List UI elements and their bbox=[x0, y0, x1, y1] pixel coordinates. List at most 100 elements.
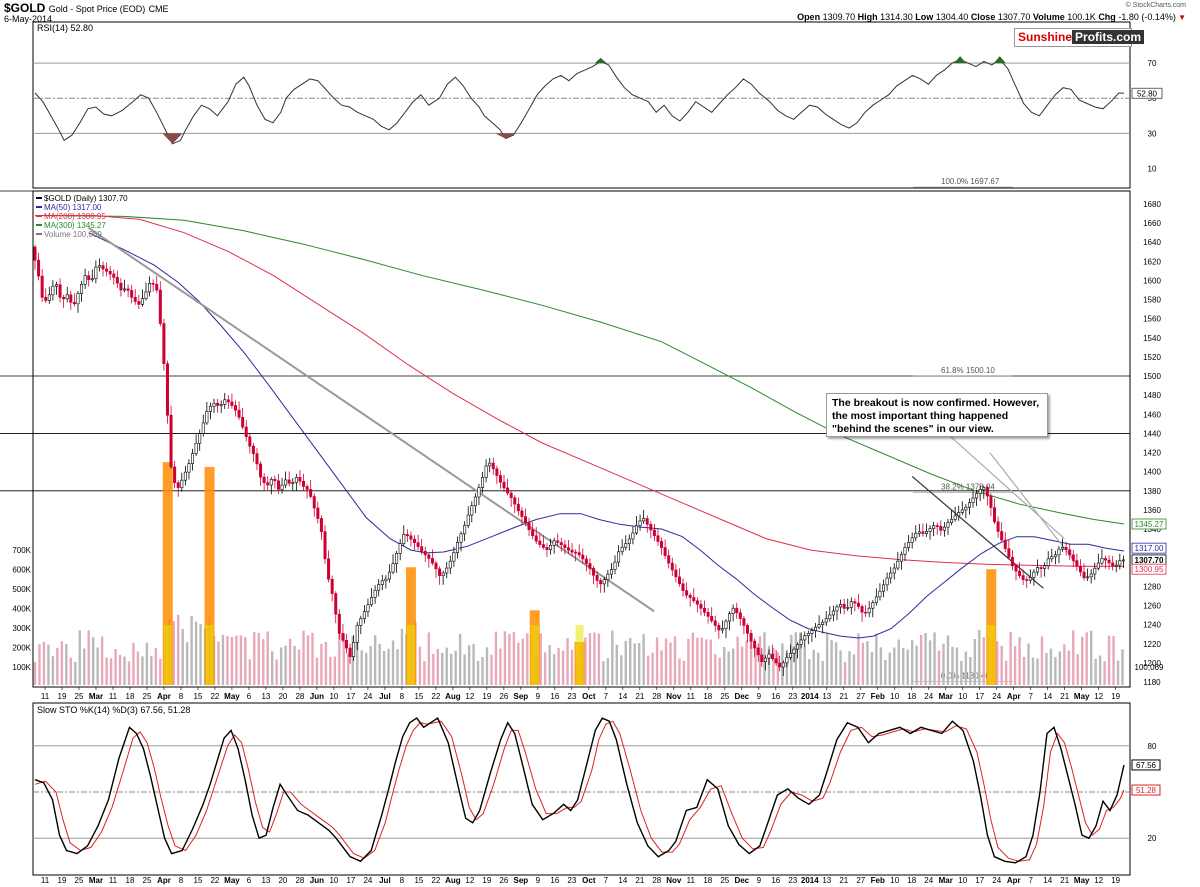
volume-bar bbox=[123, 656, 126, 685]
candle-body bbox=[319, 518, 323, 533]
price-xtick-27: 26 bbox=[499, 692, 508, 701]
volume-bar bbox=[105, 657, 108, 685]
candle-body bbox=[430, 558, 434, 564]
candle-body bbox=[341, 633, 345, 641]
volume-bar bbox=[279, 647, 283, 685]
candle-body bbox=[105, 268, 109, 272]
sto-xtick-51: 18 bbox=[907, 876, 916, 885]
annotation-callout: The breakout is now confirmed. However, … bbox=[826, 393, 1048, 437]
volume-bar bbox=[499, 648, 502, 685]
candle-body bbox=[602, 579, 606, 585]
candle-body bbox=[44, 297, 48, 301]
candle-body bbox=[831, 610, 835, 616]
open-label: Open bbox=[797, 12, 821, 22]
price-xtick-46: 13 bbox=[822, 692, 831, 701]
volume-bar bbox=[177, 614, 180, 685]
sto-xtick-19: 24 bbox=[363, 876, 372, 885]
candle-body bbox=[391, 563, 395, 573]
candle-body bbox=[387, 571, 391, 580]
candle-body bbox=[463, 525, 467, 535]
volume-bar bbox=[1103, 661, 1106, 685]
sto-xtick-35: 21 bbox=[635, 876, 644, 885]
candle-body bbox=[169, 414, 173, 468]
candle-body bbox=[738, 612, 742, 619]
volume-bar bbox=[485, 647, 489, 685]
price-tick-1340: 1340 bbox=[1143, 525, 1161, 534]
volume-bar bbox=[964, 651, 968, 685]
volume-bar bbox=[960, 660, 963, 685]
candle-body bbox=[1068, 549, 1072, 556]
candle-body bbox=[348, 647, 352, 657]
candle-body bbox=[1086, 576, 1090, 579]
candle-body bbox=[1093, 567, 1097, 575]
price-tick-1580: 1580 bbox=[1143, 296, 1161, 305]
sto-xtick-42: 9 bbox=[757, 876, 762, 885]
trendline-0 bbox=[88, 227, 655, 613]
price-xtick-53: Mar bbox=[939, 692, 953, 701]
candle-body bbox=[652, 529, 656, 537]
volume-bar bbox=[723, 646, 726, 685]
candle-body bbox=[294, 477, 298, 483]
sto-xtick-43: 16 bbox=[771, 876, 780, 885]
candle-body bbox=[1100, 558, 1104, 564]
candle-body bbox=[928, 528, 932, 532]
volume-bar bbox=[1036, 658, 1039, 685]
candle-body bbox=[924, 531, 928, 534]
candle-body bbox=[824, 618, 828, 623]
ma300-line bbox=[34, 215, 1125, 525]
candle-body bbox=[273, 479, 277, 482]
candle-body bbox=[269, 479, 273, 486]
price-xtick-12: 6 bbox=[247, 692, 252, 701]
candle-body bbox=[1039, 567, 1043, 569]
candle-body bbox=[846, 607, 850, 609]
volume-bar bbox=[87, 630, 90, 685]
volume-bar bbox=[360, 650, 363, 685]
volume-bar bbox=[266, 631, 269, 685]
candle-body bbox=[130, 290, 134, 298]
sto-frame bbox=[32, 702, 1131, 876]
volume-bar bbox=[172, 621, 175, 685]
candle-body bbox=[194, 442, 198, 454]
candle-body bbox=[477, 487, 481, 498]
volume-tick-1: 200K bbox=[12, 644, 31, 653]
volume-bar bbox=[709, 639, 712, 685]
ohlc-readout: Open 1309.70 High 1314.30 Low 1304.40 Cl… bbox=[797, 12, 1186, 22]
sunshine-profits-logo: Sunshine Profits.com bbox=[1014, 28, 1145, 47]
volume-bar bbox=[239, 635, 243, 685]
candle-body bbox=[51, 285, 55, 296]
sto-xtick-13: 13 bbox=[261, 876, 270, 885]
volume-bar bbox=[570, 649, 574, 685]
highlight-volume-3 bbox=[530, 625, 539, 685]
volume-bar bbox=[548, 645, 551, 685]
candle-body bbox=[481, 477, 485, 488]
right-label-box-0 bbox=[1131, 518, 1167, 530]
candle-body bbox=[563, 544, 567, 548]
price-xtick-41: Dec bbox=[734, 692, 749, 701]
legend-entry-2: MA(200) 1300.95 bbox=[44, 212, 106, 221]
price-xtick-43: 16 bbox=[771, 692, 780, 701]
volume-bar bbox=[118, 654, 122, 685]
ma200-line bbox=[35, 215, 1125, 567]
candle-body bbox=[520, 510, 524, 517]
price-xtick-4: 11 bbox=[109, 692, 118, 701]
candle-body bbox=[763, 657, 767, 663]
volume-bar bbox=[1049, 648, 1053, 685]
candle-body bbox=[97, 265, 101, 268]
price-xtick-58: 7 bbox=[1028, 692, 1033, 701]
candle-body bbox=[484, 465, 488, 478]
candle-body bbox=[280, 484, 284, 490]
candle-body bbox=[398, 543, 402, 554]
fib-label-1: 61.8% 1500.10 bbox=[941, 366, 995, 375]
volume-bar bbox=[942, 643, 945, 685]
price-tick-1520: 1520 bbox=[1143, 353, 1161, 362]
candle-body bbox=[148, 283, 152, 293]
candle-body bbox=[137, 301, 141, 305]
candle-body bbox=[713, 620, 717, 626]
price-xtick-31: 23 bbox=[567, 692, 576, 701]
candle-body bbox=[935, 525, 939, 527]
volume-bar bbox=[481, 656, 484, 685]
price-tick-1620: 1620 bbox=[1143, 257, 1161, 266]
price-xtick-2: 25 bbox=[75, 692, 84, 701]
volume-bar bbox=[396, 649, 399, 685]
